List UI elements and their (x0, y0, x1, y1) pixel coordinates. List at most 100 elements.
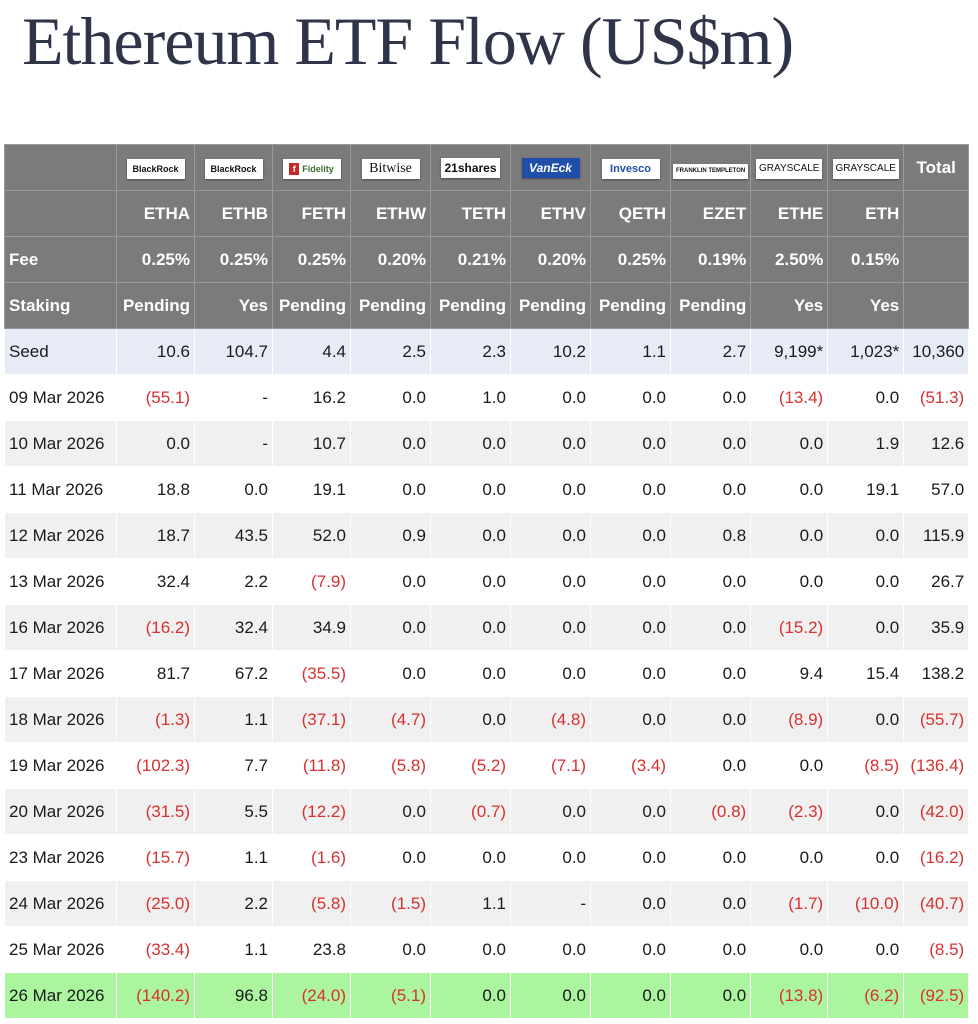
flow-cell: 0.0 (669, 880, 752, 927)
flow-cell: 1.1 (590, 328, 671, 375)
flow-cell: (140.2) (116, 972, 195, 1019)
flow-cell: 34.9 (272, 604, 351, 651)
flow-cell: 9.4 (750, 650, 829, 697)
total-cell: 10,360 (903, 328, 970, 375)
date-cell: 11 Mar 2026 (4, 466, 117, 513)
issuer-logo-cell: VanEck (510, 144, 591, 191)
flow-cell: 0.0 (669, 604, 752, 651)
fee-total-blank (903, 236, 970, 283)
flow-cell: 0.0 (669, 558, 752, 605)
issuer-logo-cell: GRAYSCALE (827, 144, 905, 191)
flow-cell: 1,023* (827, 328, 905, 375)
flow-cell: 0.0 (827, 834, 905, 881)
date-cell: 25 Mar 2026 (4, 926, 117, 973)
total-cell: 138.2 (903, 650, 970, 697)
flow-cell: 0.0 (669, 650, 752, 697)
flow-cell: 32.4 (194, 604, 273, 651)
flow-cell: 0.0 (350, 420, 431, 467)
flow-cell: 0.0 (750, 512, 829, 559)
flow-cell: 15.4 (827, 650, 905, 697)
ticker-cell: FETH (272, 190, 351, 237)
table-row: 16 Mar 2026 (16.2) 32.4 34.9 0.0 0.0 0.0 0.0 0.0… (4, 604, 970, 651)
flow-cell: 0.0 (116, 420, 195, 467)
flow-cell: (11.8) (272, 742, 351, 789)
total-cell: (136.4) (903, 742, 970, 789)
flow-cell: 52.0 (272, 512, 351, 559)
staking-cell: Pending (272, 282, 351, 329)
issuer-logo-cell: BlackRock (116, 144, 195, 191)
seed-row: Seed 10.6 104.7 4.4 2.5 2.3 10.2 1.1 2.7 9,199* 1,… (4, 328, 970, 375)
staking-row: Staking Pending Yes Pending Pending Pending Pe… (4, 282, 970, 329)
flow-cell: 0.0 (669, 696, 752, 743)
flow-cell: (24.0) (272, 972, 351, 1019)
flow-cell: 16.2 (272, 374, 351, 421)
issuer-logo: GRAYSCALE (756, 159, 823, 179)
flow-cell: (102.3) (116, 742, 195, 789)
staking-label: Staking (4, 282, 117, 329)
ticker-cell: ETHA (116, 190, 195, 237)
date-cell: 18 Mar 2026 (4, 696, 117, 743)
flow-cell: (55.1) (116, 374, 195, 421)
flow-cell: 0.0 (510, 420, 591, 467)
flow-cell: 2.7 (669, 328, 752, 375)
table-row: 23 Mar 2026 (15.7) 1.1 (1.6) 0.0 0.0 0.0 0.0 0.0… (4, 834, 970, 881)
flow-cell: 18.8 (116, 466, 195, 513)
flow-cell: 0.0 (669, 374, 752, 421)
flow-cell: 2.2 (194, 880, 273, 927)
flow-cell: 0.0 (350, 926, 431, 973)
flow-cell: 0.0 (510, 972, 591, 1019)
fee-cell: 0.25% (194, 236, 273, 283)
flow-cell: 67.2 (194, 650, 273, 697)
flow-cell: 0.0 (510, 926, 591, 973)
flow-cell: 0.0 (430, 834, 511, 881)
flow-cell: 0.0 (590, 558, 671, 605)
staking-cell: Yes (827, 282, 905, 329)
issuer-logo-row: BlackRock BlackRock f Fidelity Bitwise 21shar… (4, 144, 970, 191)
flow-cell: 0.0 (669, 834, 752, 881)
issuer-logo-cell: GRAYSCALE (750, 144, 829, 191)
total-cell: (55.7) (903, 696, 970, 743)
ticker-cell: EZET (669, 190, 752, 237)
flow-cell: 19.1 (827, 466, 905, 513)
table-row: 13 Mar 2026 32.4 2.2 (7.9) 0.0 0.0 0.0 0.0 0.0 0.… (4, 558, 970, 605)
issuer-logo: BlackRock (204, 158, 263, 179)
flow-cell: 0.0 (510, 466, 591, 513)
header-corner-cell (4, 144, 117, 191)
flow-cell: (35.5) (272, 650, 351, 697)
flow-cell: 0.0 (430, 696, 511, 743)
flow-cell: 0.0 (430, 420, 511, 467)
table-row: 11 Mar 2026 18.8 0.0 19.1 0.0 0.0 0.0 0.0 0.0 0.0… (4, 466, 970, 513)
flow-cell: 0.0 (430, 558, 511, 605)
flow-cell: (31.5) (116, 788, 195, 835)
flow-cell: (33.4) (116, 926, 195, 973)
flow-cell: 5.5 (194, 788, 273, 835)
flow-cell: 10.2 (510, 328, 591, 375)
flow-cell: - (194, 374, 273, 421)
ticker-cell: ETHW (350, 190, 431, 237)
fidelity-mark-icon: f (289, 162, 300, 175)
flow-cell: 0.0 (750, 466, 829, 513)
flow-cell: (16.2) (116, 604, 195, 651)
ticker-cell: ETHE (750, 190, 829, 237)
flow-cell: 0.0 (669, 420, 752, 467)
flow-cell: 0.0 (590, 466, 671, 513)
flow-cell: 0.0 (350, 466, 431, 513)
date-cell: 20 Mar 2026 (4, 788, 117, 835)
issuer-logo-cell: f Fidelity (272, 144, 351, 191)
ticker-cell: QETH (590, 190, 671, 237)
ticker-cell: ETHV (510, 190, 591, 237)
flow-cell: 96.8 (194, 972, 273, 1019)
total-cell: (16.2) (903, 834, 970, 881)
fee-cell: 2.50% (750, 236, 829, 283)
date-cell: 16 Mar 2026 (4, 604, 117, 651)
flow-cell: 0.0 (750, 558, 829, 605)
flow-cell: - (510, 880, 591, 927)
flow-cell: 0.0 (350, 650, 431, 697)
issuer-logo: 21shares (441, 158, 500, 178)
ticker-cell: ETHB (194, 190, 273, 237)
flow-cell: 23.8 (272, 926, 351, 973)
flow-cell: 2.3 (430, 328, 511, 375)
flow-cell: 4.4 (272, 328, 351, 375)
flow-cell: 0.0 (194, 466, 273, 513)
date-cell: 09 Mar 2026 (4, 374, 117, 421)
